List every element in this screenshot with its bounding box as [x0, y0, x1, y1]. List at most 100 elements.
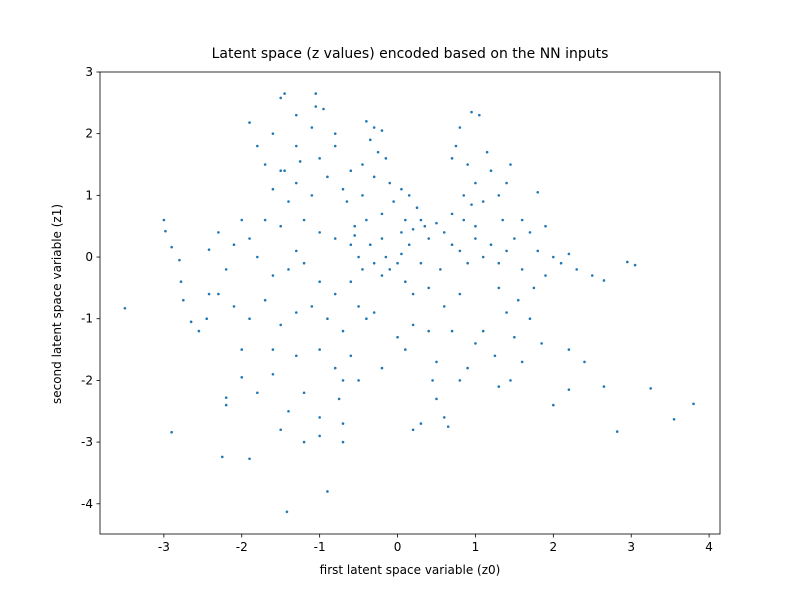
point [404, 280, 407, 284]
point [474, 237, 477, 240]
point [380, 366, 384, 370]
point [466, 163, 469, 166]
point [287, 200, 290, 203]
point [474, 224, 477, 228]
point [197, 329, 201, 333]
point [179, 280, 183, 284]
point [478, 113, 481, 117]
point [404, 348, 407, 351]
point [481, 200, 485, 203]
point [419, 261, 423, 265]
x-tick-label: -2 [236, 540, 248, 554]
point [501, 218, 504, 222]
point [294, 113, 298, 117]
point [248, 121, 251, 124]
point [400, 252, 403, 256]
point [217, 292, 220, 296]
point [400, 187, 403, 191]
point [333, 237, 337, 240]
point [466, 261, 469, 265]
point [240, 376, 244, 379]
point [567, 348, 571, 351]
point [505, 311, 508, 314]
point [349, 354, 353, 358]
point [205, 317, 209, 321]
point [552, 255, 555, 259]
point [380, 237, 384, 240]
y-tick-label: 3 [85, 65, 93, 79]
point [248, 457, 251, 461]
point [224, 403, 228, 407]
point [361, 163, 364, 166]
point [692, 402, 695, 406]
point [318, 280, 321, 284]
point [232, 243, 236, 247]
point [388, 181, 392, 185]
point [513, 237, 516, 240]
point [318, 231, 321, 234]
point [384, 157, 388, 160]
point [368, 243, 372, 247]
y-tick-label: -1 [81, 312, 93, 326]
point [279, 169, 283, 172]
plot-frame [99, 71, 721, 535]
point [349, 243, 353, 247]
point [333, 366, 337, 370]
point [294, 249, 298, 253]
point [376, 150, 380, 154]
y-tick-label: 2 [85, 127, 93, 141]
point [544, 274, 547, 277]
point [372, 175, 376, 179]
point [528, 317, 532, 321]
point [380, 129, 384, 132]
point [271, 274, 275, 277]
point [458, 379, 462, 382]
point [170, 430, 173, 434]
point [626, 260, 629, 264]
point [462, 218, 466, 222]
point [123, 306, 127, 310]
point [310, 126, 314, 129]
point [497, 286, 501, 290]
point [672, 417, 676, 421]
point [552, 403, 555, 407]
point [505, 181, 508, 185]
point [474, 181, 477, 185]
point [164, 229, 167, 233]
point [302, 218, 306, 222]
point [298, 160, 302, 163]
point [602, 385, 606, 388]
point [442, 416, 446, 419]
point [435, 221, 438, 225]
point [528, 231, 532, 234]
point [256, 255, 259, 259]
point [271, 372, 275, 376]
point [411, 428, 415, 432]
point [248, 237, 251, 240]
point [240, 218, 244, 222]
point [341, 187, 345, 191]
point [372, 261, 376, 265]
y-tick-label: -4 [81, 497, 93, 511]
point [341, 329, 345, 333]
point [649, 387, 652, 390]
y-tick-label: 0 [85, 250, 93, 264]
point [392, 200, 395, 203]
point [302, 261, 306, 265]
point [224, 268, 228, 271]
point [368, 138, 372, 142]
point [411, 323, 415, 327]
point [232, 305, 236, 308]
point [279, 428, 283, 432]
point [357, 379, 360, 382]
point [411, 227, 415, 231]
point [294, 354, 298, 358]
point [439, 268, 442, 271]
point [287, 268, 290, 271]
point [341, 379, 345, 382]
point [285, 510, 289, 514]
point [497, 194, 501, 197]
point [217, 231, 220, 234]
point [435, 360, 438, 364]
point [540, 342, 543, 345]
